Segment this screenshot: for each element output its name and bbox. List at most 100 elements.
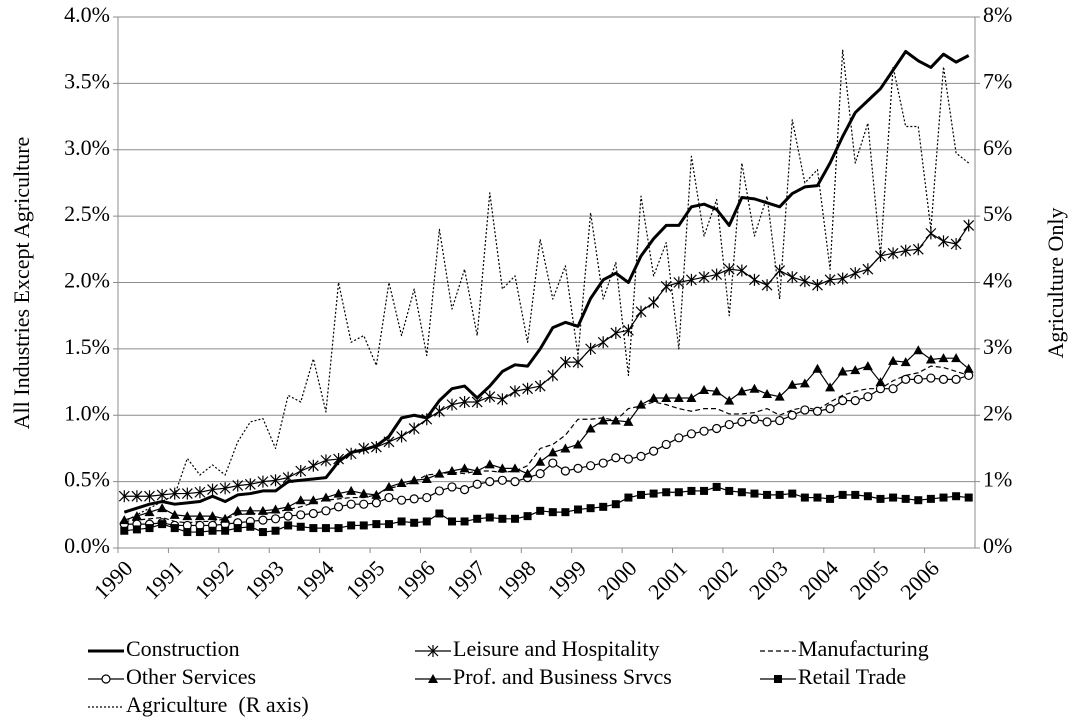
marker: [384, 492, 394, 503]
marker: [283, 501, 294, 511]
marker: [649, 489, 658, 498]
marker-shape: [497, 475, 507, 485]
y2-tick-label: 2%: [983, 400, 1012, 425]
marker: [750, 489, 759, 498]
marker-shape: [812, 363, 823, 373]
marker: [434, 486, 444, 496]
marker-shape: [674, 488, 683, 497]
marker: [938, 374, 949, 385]
marker: [548, 508, 557, 517]
marker-shape: [700, 486, 709, 495]
marker-shape: [132, 525, 141, 534]
marker: [497, 463, 508, 473]
marker: [560, 443, 571, 453]
marker-shape: [548, 458, 558, 468]
marker: [649, 446, 659, 456]
marker: [345, 447, 357, 460]
marker-shape: [586, 504, 595, 513]
marker: [585, 342, 597, 355]
marker: [169, 509, 180, 519]
marker: [195, 528, 204, 537]
marker: [182, 511, 193, 521]
marker: [194, 486, 206, 499]
marker: [333, 502, 344, 512]
marker: [623, 416, 634, 426]
marker: [270, 474, 281, 487]
marker-shape: [598, 415, 609, 425]
marker-shape: [258, 515, 268, 525]
marker-shape: [901, 374, 911, 385]
marker: [636, 451, 646, 462]
x-tick-label: 2000: [593, 555, 642, 604]
marker-shape: [333, 502, 344, 512]
legend-label: Other Services: [126, 664, 256, 689]
marker: [725, 486, 734, 495]
y-tick-label: 2.5%: [64, 201, 110, 226]
marker: [761, 279, 773, 292]
marker: [837, 366, 848, 376]
marker: [863, 392, 873, 402]
marker: [422, 492, 432, 503]
marker: [774, 675, 782, 683]
marker-shape: [787, 410, 797, 420]
marker-shape: [611, 453, 621, 463]
marker: [686, 392, 697, 402]
marker: [485, 477, 495, 487]
marker-shape: [119, 515, 130, 525]
marker-shape: [472, 466, 483, 476]
y-tick-label: 1.0%: [64, 400, 110, 425]
marker-shape: [257, 505, 268, 515]
marker: [674, 488, 683, 497]
marker: [838, 396, 848, 406]
marker: [951, 353, 962, 363]
marker: [422, 517, 431, 526]
marker: [799, 378, 810, 388]
marker-shape: [101, 674, 111, 684]
marker: [548, 458, 558, 468]
marker: [372, 520, 381, 529]
marker: [749, 383, 760, 393]
marker: [586, 461, 596, 471]
marker-shape: [875, 377, 886, 387]
marker-shape: [725, 486, 734, 495]
marker-shape: [649, 446, 659, 456]
marker: [686, 429, 697, 439]
marker-shape: [712, 482, 721, 491]
marker: [800, 493, 809, 502]
marker-shape: [485, 477, 495, 487]
marker: [484, 459, 495, 469]
marker-shape: [194, 511, 205, 521]
marker: [509, 385, 521, 398]
marker: [535, 469, 545, 479]
marker: [762, 417, 772, 427]
marker: [157, 503, 168, 513]
marker-shape: [384, 492, 394, 503]
marker-shape: [308, 495, 319, 505]
marker-shape: [926, 494, 935, 503]
marker-shape: [536, 506, 545, 515]
marker-shape: [131, 511, 142, 521]
y2-axis-title: Agriculture Only: [1043, 208, 1068, 359]
marker: [244, 478, 256, 491]
legend-label: Prof. and Business Srvcs: [453, 664, 672, 689]
x-tick-label: 2005: [845, 555, 894, 604]
marker: [220, 513, 231, 523]
marker: [522, 382, 534, 395]
marker: [131, 511, 142, 521]
marker-shape: [736, 386, 747, 396]
marker: [446, 398, 458, 411]
marker: [888, 384, 898, 394]
marker-shape: [283, 511, 293, 521]
marker-shape: [409, 494, 419, 504]
marker: [181, 487, 193, 500]
marker: [295, 495, 306, 505]
marker: [397, 517, 406, 526]
marker: [660, 280, 672, 293]
marker: [711, 268, 723, 281]
y-tick-label: 0.5%: [64, 467, 110, 492]
marker-shape: [889, 493, 898, 502]
x-tick-label: 2003: [744, 555, 793, 604]
marker-shape: [850, 396, 860, 406]
marker-shape: [195, 528, 204, 537]
marker: [472, 479, 482, 489]
